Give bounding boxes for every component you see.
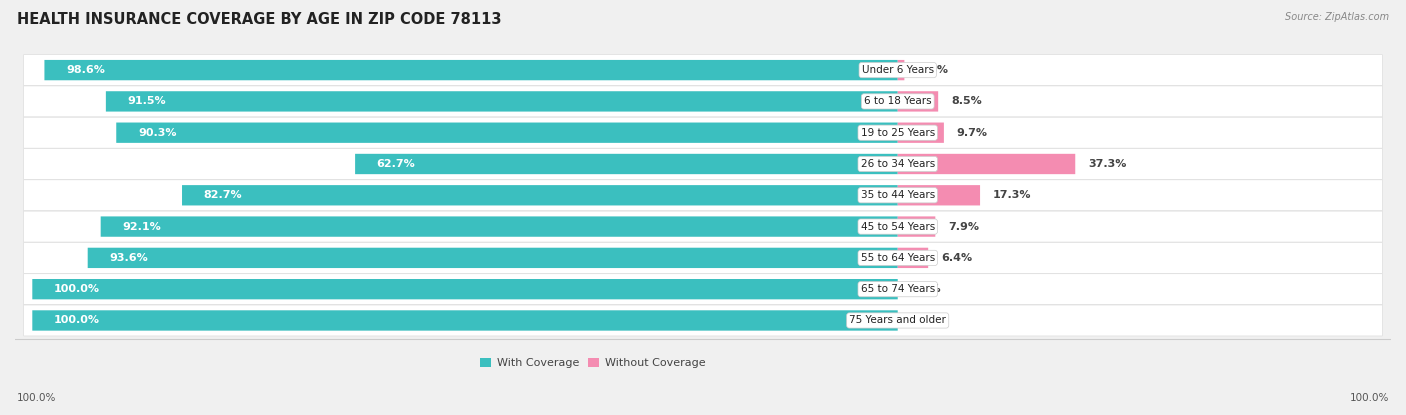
Text: 82.7%: 82.7%	[204, 190, 242, 200]
Text: 1.4%: 1.4%	[917, 65, 949, 75]
Text: 93.6%: 93.6%	[110, 253, 148, 263]
FancyBboxPatch shape	[45, 60, 897, 80]
FancyBboxPatch shape	[117, 122, 897, 143]
FancyBboxPatch shape	[24, 273, 1382, 305]
Text: 9.7%: 9.7%	[957, 128, 988, 138]
FancyBboxPatch shape	[24, 117, 1382, 148]
Text: 19 to 25 Years: 19 to 25 Years	[860, 128, 935, 138]
Text: 0.0%: 0.0%	[911, 315, 942, 325]
FancyBboxPatch shape	[897, 60, 904, 80]
FancyBboxPatch shape	[356, 154, 897, 174]
FancyBboxPatch shape	[181, 185, 897, 205]
FancyBboxPatch shape	[897, 216, 935, 237]
Text: 100.0%: 100.0%	[17, 393, 56, 403]
FancyBboxPatch shape	[897, 122, 943, 143]
Text: 6 to 18 Years: 6 to 18 Years	[863, 96, 932, 106]
FancyBboxPatch shape	[24, 55, 1382, 85]
FancyBboxPatch shape	[24, 86, 1382, 117]
FancyBboxPatch shape	[32, 279, 897, 299]
Text: Under 6 Years: Under 6 Years	[862, 65, 934, 75]
FancyBboxPatch shape	[24, 180, 1382, 211]
FancyBboxPatch shape	[24, 305, 1382, 336]
FancyBboxPatch shape	[897, 91, 938, 112]
Text: 90.3%: 90.3%	[138, 128, 176, 138]
Text: 98.6%: 98.6%	[66, 65, 105, 75]
Text: 7.9%: 7.9%	[948, 222, 980, 232]
Text: 100.0%: 100.0%	[53, 284, 100, 294]
Text: 8.5%: 8.5%	[950, 96, 981, 106]
Text: 92.1%: 92.1%	[122, 222, 162, 232]
Text: Source: ZipAtlas.com: Source: ZipAtlas.com	[1285, 12, 1389, 22]
Text: 62.7%: 62.7%	[377, 159, 416, 169]
FancyBboxPatch shape	[897, 248, 928, 268]
Text: 6.4%: 6.4%	[941, 253, 973, 263]
Text: 17.3%: 17.3%	[993, 190, 1032, 200]
Text: HEALTH INSURANCE COVERAGE BY AGE IN ZIP CODE 78113: HEALTH INSURANCE COVERAGE BY AGE IN ZIP …	[17, 12, 502, 27]
FancyBboxPatch shape	[897, 154, 1076, 174]
Text: 100.0%: 100.0%	[1350, 393, 1389, 403]
FancyBboxPatch shape	[32, 310, 897, 331]
FancyBboxPatch shape	[101, 216, 897, 237]
Text: 91.5%: 91.5%	[128, 96, 166, 106]
Text: 65 to 74 Years: 65 to 74 Years	[860, 284, 935, 294]
Text: 100.0%: 100.0%	[53, 315, 100, 325]
Text: 35 to 44 Years: 35 to 44 Years	[860, 190, 935, 200]
FancyBboxPatch shape	[87, 248, 897, 268]
Text: 45 to 54 Years: 45 to 54 Years	[860, 222, 935, 232]
FancyBboxPatch shape	[105, 91, 897, 112]
FancyBboxPatch shape	[24, 149, 1382, 179]
Text: 26 to 34 Years: 26 to 34 Years	[860, 159, 935, 169]
Legend: With Coverage, Without Coverage: With Coverage, Without Coverage	[475, 353, 710, 373]
FancyBboxPatch shape	[897, 185, 980, 205]
FancyBboxPatch shape	[24, 211, 1382, 242]
Text: 75 Years and older: 75 Years and older	[849, 315, 946, 325]
Text: 37.3%: 37.3%	[1088, 159, 1126, 169]
Text: 55 to 64 Years: 55 to 64 Years	[860, 253, 935, 263]
Text: 0.0%: 0.0%	[911, 284, 942, 294]
FancyBboxPatch shape	[24, 242, 1382, 273]
